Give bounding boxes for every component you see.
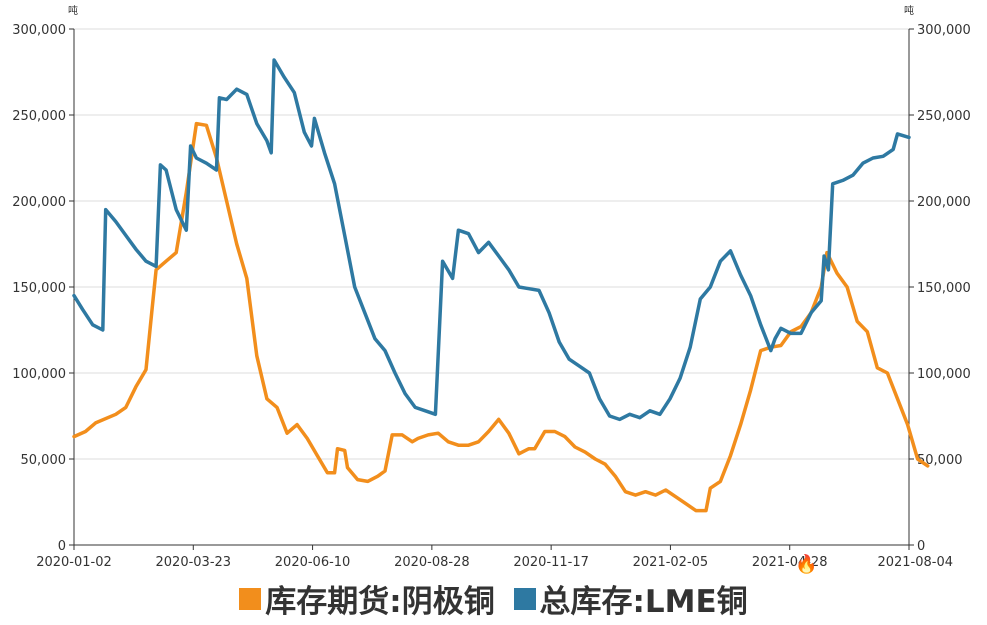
legend-swatch-1 <box>513 587 536 610</box>
y-axis-left-ticks: 0 50,000 100,000 150,000 200,000 250,000 300,0… <box>12 23 66 554</box>
y-tick-label-right: 300,000 <box>917 23 971 38</box>
y-tick-label-left: 250,000 <box>12 109 66 124</box>
y-tick-label-left: 50,000 <box>21 453 67 468</box>
x-axis-ticks: 2020-01-02 2020-03-23 2020-06-10 2020-08-28… <box>36 555 953 570</box>
axes <box>69 28 914 550</box>
x-tick-label: 2020-11-17 <box>513 555 589 570</box>
legend-swatch-0 <box>239 587 262 610</box>
y-tick-label-left: 300,000 <box>12 23 66 38</box>
y-tick-label-left: 0 <box>58 539 66 554</box>
y-tick-label-right: 150,000 <box>917 281 971 296</box>
y-axis-right-ticks: 0 50,000 100,000 150,000 200,000 250,000 300,0… <box>917 23 971 554</box>
legend: 库存期货:阴极铜 总库存:LME铜 <box>0 576 987 621</box>
x-tick-label: 2020-08-28 <box>394 555 470 570</box>
left-unit-label: 吨 <box>68 4 78 17</box>
legend-label-1: 总库存:LME铜 <box>539 584 748 620</box>
y-tick-label-left: 150,000 <box>12 281 66 296</box>
y-tick-label-right: 250,000 <box>917 109 971 124</box>
legend-label-0: 库存期货:阴极铜 <box>265 584 495 620</box>
x-tick-label: 2021-02-05 <box>633 555 709 570</box>
y-tick-label-left: 200,000 <box>12 195 66 210</box>
x-tick-label: 2021-08-04 <box>877 555 953 570</box>
right-unit-label: 吨 <box>904 4 914 17</box>
series-lines <box>72 58 930 513</box>
series-line-0 <box>72 121 930 513</box>
y-tick-label-right: 200,000 <box>917 195 971 210</box>
legend-item-series-1[interactable]: 总库存:LME铜 <box>513 576 748 621</box>
x-tick-label: 2021-04-28 <box>752 555 828 570</box>
fire-emoji-icon: 🔥 <box>795 553 817 575</box>
series-line-1 <box>72 58 911 422</box>
y-tick-label-right: 0 <box>917 539 925 554</box>
y-tick-label-right: 100,000 <box>917 367 971 382</box>
gridlines <box>74 28 909 460</box>
x-tick-label: 2020-01-02 <box>36 555 112 570</box>
y-tick-label-right: 50,000 <box>917 453 963 468</box>
y-tick-label-left: 100,000 <box>12 367 66 382</box>
x-tick-label: 2020-03-23 <box>156 555 232 570</box>
x-tick-label: 2020-06-10 <box>275 555 351 570</box>
legend-item-series-0[interactable]: 库存期货:阴极铜 <box>239 576 495 621</box>
